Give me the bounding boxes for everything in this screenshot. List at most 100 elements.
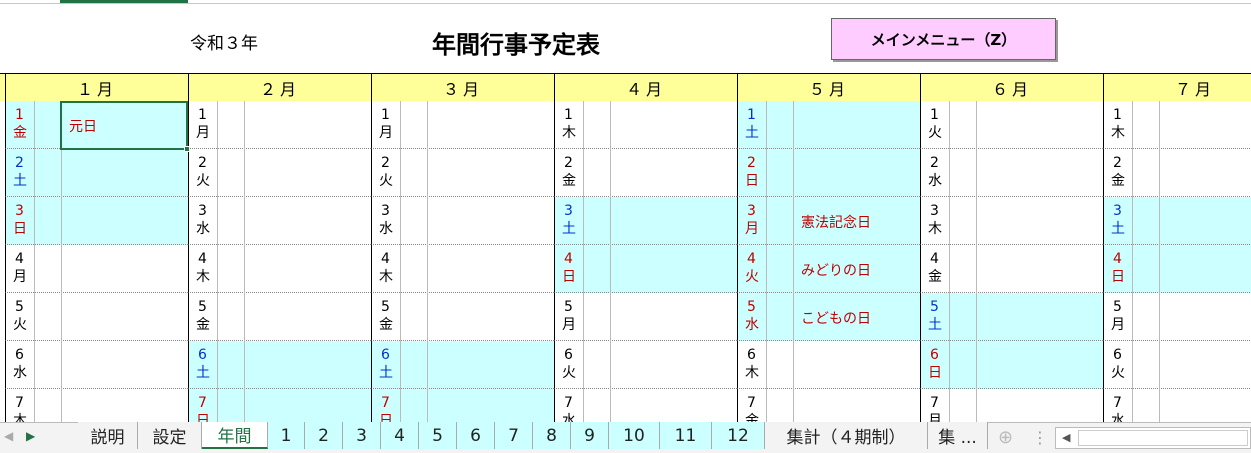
day-number: 3 [15, 203, 24, 219]
sheet-tab[interactable]: 2 [305, 422, 343, 449]
sub-divider [949, 245, 950, 293]
day-number: 3 [381, 203, 390, 219]
sub-divider [610, 101, 611, 149]
day-number: 1 [381, 107, 390, 123]
weekday: 土 [1111, 221, 1125, 237]
weekday: 水 [562, 413, 576, 422]
day-number: 2 [747, 155, 756, 171]
sheet-tab[interactable]: 4 [381, 422, 419, 449]
sub-divider [427, 245, 428, 293]
day-number: 7 [15, 395, 24, 411]
month-header: ３月 [371, 74, 554, 101]
sheet-tab[interactable]: 7 [495, 422, 533, 449]
sub-divider [1159, 245, 1160, 293]
sub-divider [427, 101, 428, 149]
weekday: 土 [379, 365, 393, 381]
sheet-tab[interactable]: 設定 [138, 422, 202, 449]
sub-divider [610, 293, 611, 341]
sheet-tab[interactable]: 11 [660, 422, 712, 449]
weekday: 金 [745, 413, 759, 422]
day-number: 2 [930, 155, 939, 171]
sub-divider [217, 245, 218, 293]
weekday: 月 [196, 125, 210, 141]
sub-divider [217, 197, 218, 245]
day-number: 1 [564, 107, 573, 123]
sheet-tab[interactable]: 集計（４期制） [765, 422, 928, 449]
sub-divider [34, 245, 35, 293]
sheet-tab[interactable]: 10 [609, 422, 660, 449]
sheet-tab[interactable]: 6 [457, 422, 495, 449]
sub-divider [583, 389, 584, 422]
day-number: 7 [198, 395, 207, 411]
sub-divider [766, 293, 767, 341]
sheet-tab[interactable]: 5 [419, 422, 457, 449]
sheet-tab[interactable]: 12 [712, 422, 765, 449]
sub-divider [244, 293, 245, 341]
sub-divider [1132, 341, 1133, 389]
add-sheet[interactable]: ⊕ [998, 427, 1014, 448]
sub-divider [1159, 101, 1160, 149]
sub-divider [61, 341, 62, 389]
sheet-tab[interactable]: 説明 [78, 422, 138, 449]
weekday: 金 [379, 317, 393, 333]
weekday: 土 [13, 173, 27, 189]
weekday: 火 [13, 317, 27, 333]
weekday: 日 [196, 413, 210, 422]
day-number: 4 [198, 251, 207, 267]
sub-divider [34, 293, 35, 341]
sub-divider [610, 197, 611, 245]
menu-dots: ⋮ [1032, 428, 1048, 447]
sheet-tab[interactable]: 9 [571, 422, 609, 449]
sub-divider [1159, 149, 1160, 197]
weekday: 水 [928, 173, 942, 189]
scroll-arrow[interactable]: ▶ [26, 429, 36, 443]
sub-divider [400, 245, 401, 293]
sub-divider [793, 293, 794, 341]
sub-divider [400, 293, 401, 341]
day-number: 6 [564, 347, 573, 363]
weekday: 日 [1111, 269, 1125, 285]
sheet-tab[interactable]: 集 ... [928, 422, 988, 449]
day-number: 1 [930, 107, 939, 123]
sub-divider [793, 149, 794, 197]
day-number: 5 [930, 299, 939, 315]
weekday: 木 [379, 269, 393, 285]
day-number: 1 [15, 107, 24, 123]
sub-divider [583, 101, 584, 149]
day-row: 1 金 元日 [5, 101, 188, 149]
scroll-arrow-left[interactable]: ◀ [4, 429, 14, 443]
month-header: ４月 [554, 74, 737, 101]
sheet-tab[interactable]: 年間 [202, 422, 268, 449]
day-number: 1 [1113, 107, 1122, 123]
sub-divider [949, 149, 950, 197]
day-number: 6 [747, 347, 756, 363]
sheet-tab[interactable]: 1 [268, 422, 305, 449]
weekday: 水 [196, 221, 210, 237]
day-number: 4 [1113, 251, 1122, 267]
weekday: 木 [745, 365, 759, 381]
day-number: 5 [1113, 299, 1122, 315]
sub-divider [976, 101, 977, 149]
selected-cell[interactable] [60, 101, 188, 150]
main-menu-button[interactable]: メインメニュー（Z） [831, 18, 1056, 60]
sheet-tab[interactable]: 3 [343, 422, 381, 449]
h-scrollbar[interactable]: ◀ [1055, 427, 1251, 449]
sheet-tab[interactable]: 8 [533, 422, 571, 449]
day-number: 1 [747, 107, 756, 123]
weekday: 土 [928, 317, 942, 333]
